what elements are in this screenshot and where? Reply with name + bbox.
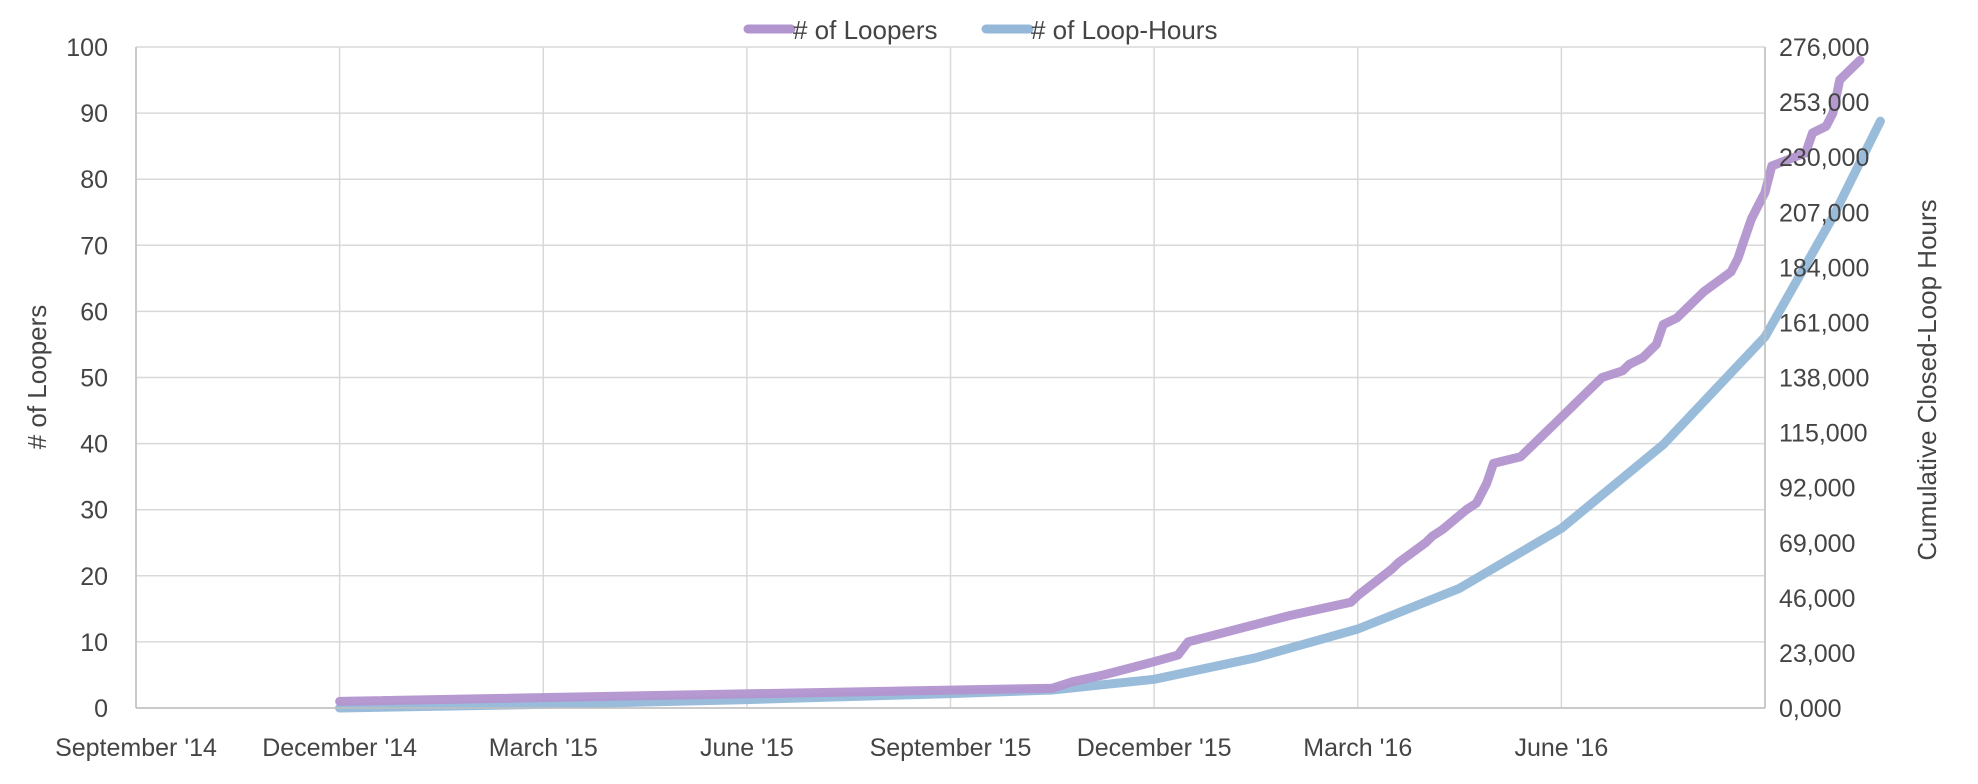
y-right-tick-label: 0,000 xyxy=(1779,695,1842,723)
x-tick-label: September '15 xyxy=(870,734,1032,762)
x-tick-label: December '15 xyxy=(1077,734,1232,762)
y-right-axis-ticks: 0,000 23,000 46,000 69,000 92,000 115,000 138,… xyxy=(1779,34,1869,723)
x-tick-label: June '15 xyxy=(700,734,794,762)
axes xyxy=(135,47,1766,709)
y-right-tick-label: 161,000 xyxy=(1779,309,1869,337)
y-right-tick-label: 46,000 xyxy=(1779,585,1855,613)
y-right-tick-label: 69,000 xyxy=(1779,530,1855,558)
y-left-tick-label: 20 xyxy=(80,563,108,591)
series-layer xyxy=(335,55,1885,713)
x-tick-label: June '16 xyxy=(1515,734,1609,762)
y-left-tick-label: 100 xyxy=(66,34,108,62)
y-left-tick-label: 40 xyxy=(80,431,108,459)
y-right-tick-label: 92,000 xyxy=(1779,475,1855,503)
y-right-tick-label: 115,000 xyxy=(1779,420,1868,448)
y-left-tick-label: 70 xyxy=(80,232,108,260)
series-line-loop-hours xyxy=(335,116,1885,713)
x-axis-ticks: September '14 December '14 March '15 June '… xyxy=(55,734,1608,762)
series-line-loopers xyxy=(335,55,1865,706)
y-left-tick-label: 60 xyxy=(80,298,108,326)
legend-label-loopers: # of Loopers xyxy=(793,15,938,45)
legend: # of Loopers # of Loop-Hours xyxy=(743,15,1217,45)
y-left-tick-label: 90 xyxy=(80,100,108,128)
legend-label-loop-hours: # of Loop-Hours xyxy=(1031,15,1217,45)
y-right-tick-label: 23,000 xyxy=(1779,640,1855,668)
y-left-tick-label: 30 xyxy=(80,497,108,525)
y-left-tick-label: 0 xyxy=(94,695,108,723)
x-tick-label: March '16 xyxy=(1303,734,1412,762)
y-left-axis-title: # of Loopers xyxy=(22,305,52,450)
x-tick-label: December '14 xyxy=(262,734,417,762)
y-right-tick-label: 230,000 xyxy=(1779,144,1869,172)
y-right-tick-label: 276,000 xyxy=(1779,34,1869,62)
y-right-tick-label: 138,000 xyxy=(1779,365,1869,393)
y-left-tick-label: 50 xyxy=(80,365,108,393)
y-right-tick-label: 184,000 xyxy=(1779,254,1869,282)
y-right-axis-title: Cumulative Closed-Loop Hours xyxy=(1912,199,1942,560)
y-left-tick-label: 10 xyxy=(80,629,108,657)
y-right-tick-label: 207,000 xyxy=(1779,199,1869,227)
y-left-tick-label: 80 xyxy=(80,166,108,194)
y-right-tick-label: 253,000 xyxy=(1779,89,1869,117)
x-tick-label: March '15 xyxy=(489,734,598,762)
x-tick-label: September '14 xyxy=(55,734,217,762)
y-left-axis-ticks: 0 10 20 30 40 50 60 70 80 90 100 xyxy=(66,34,108,723)
